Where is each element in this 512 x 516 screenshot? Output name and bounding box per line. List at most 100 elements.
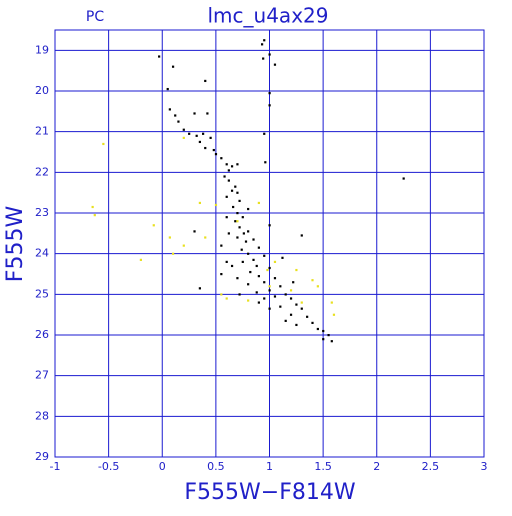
point xyxy=(202,132,205,135)
point xyxy=(238,293,241,296)
point xyxy=(268,224,271,227)
point xyxy=(198,201,201,205)
point xyxy=(227,179,230,182)
point xyxy=(300,307,303,310)
point xyxy=(300,234,303,237)
point xyxy=(247,207,250,211)
point xyxy=(279,285,282,288)
point xyxy=(241,260,244,263)
point xyxy=(332,313,336,316)
point xyxy=(273,260,277,263)
point xyxy=(263,281,266,284)
point xyxy=(322,338,325,341)
point xyxy=(247,283,250,286)
plot-frame xyxy=(54,29,485,458)
point xyxy=(311,321,314,324)
point xyxy=(225,297,228,300)
point xyxy=(193,112,196,115)
point xyxy=(225,163,228,166)
point xyxy=(284,293,287,296)
point xyxy=(236,277,239,280)
point xyxy=(268,53,271,56)
point xyxy=(227,169,230,172)
point xyxy=(242,232,245,235)
point xyxy=(206,112,209,115)
point xyxy=(330,340,333,343)
point xyxy=(311,279,314,282)
point xyxy=(220,244,223,247)
point xyxy=(188,132,191,135)
point xyxy=(264,161,267,164)
point xyxy=(193,230,196,233)
point xyxy=(182,128,185,131)
point xyxy=(171,252,175,255)
point xyxy=(260,43,264,46)
point xyxy=(292,281,295,284)
point xyxy=(212,148,215,152)
x-tick-label: -1 xyxy=(50,460,61,473)
y-tick-label: 25 xyxy=(35,287,49,300)
point xyxy=(263,297,266,300)
x-tick-label: 3 xyxy=(481,460,488,473)
point xyxy=(230,165,234,168)
point xyxy=(268,104,271,107)
point xyxy=(198,140,201,144)
point xyxy=(273,295,277,298)
point xyxy=(198,287,201,290)
point xyxy=(240,248,243,251)
point xyxy=(152,224,155,227)
point xyxy=(236,212,239,215)
point xyxy=(220,293,223,296)
point xyxy=(204,79,207,83)
point xyxy=(93,214,96,217)
point xyxy=(306,315,309,318)
point xyxy=(236,220,239,223)
point xyxy=(263,39,266,42)
point xyxy=(230,189,234,192)
point xyxy=(247,299,250,302)
point xyxy=(289,313,293,316)
point xyxy=(247,230,250,233)
x-axis-label: F555W−F814W xyxy=(184,480,355,505)
point xyxy=(281,256,284,259)
point xyxy=(214,203,218,207)
y-tick-label: 24 xyxy=(35,247,49,260)
point xyxy=(223,175,226,178)
point xyxy=(238,199,241,202)
point xyxy=(234,220,237,223)
point xyxy=(327,334,330,337)
point xyxy=(236,163,239,166)
x-tick-label: 0.5 xyxy=(207,460,225,473)
point xyxy=(252,258,255,261)
point xyxy=(268,92,271,95)
y-tick-label: 27 xyxy=(35,369,49,382)
point xyxy=(182,244,185,247)
point xyxy=(174,114,177,117)
point xyxy=(273,277,277,280)
y-tick-label: 19 xyxy=(35,43,49,56)
point xyxy=(263,254,266,257)
x-tick-label: 2 xyxy=(373,460,380,473)
point xyxy=(255,264,258,268)
x-tick-label: 1 xyxy=(266,460,273,473)
y-tick-label: 28 xyxy=(35,409,49,422)
x-tick-label: 2.5 xyxy=(422,460,440,473)
point xyxy=(295,303,298,306)
point xyxy=(204,236,207,239)
point xyxy=(316,285,319,288)
point xyxy=(300,301,303,304)
point xyxy=(322,329,325,333)
point xyxy=(316,327,319,331)
point xyxy=(249,270,252,274)
point xyxy=(273,63,277,66)
point xyxy=(295,268,298,272)
point xyxy=(209,136,212,139)
x-tick-label: 0 xyxy=(159,460,166,473)
point xyxy=(214,153,218,156)
point xyxy=(289,297,293,300)
point xyxy=(268,285,271,288)
point xyxy=(257,301,260,304)
point xyxy=(236,191,239,194)
point xyxy=(220,157,223,160)
